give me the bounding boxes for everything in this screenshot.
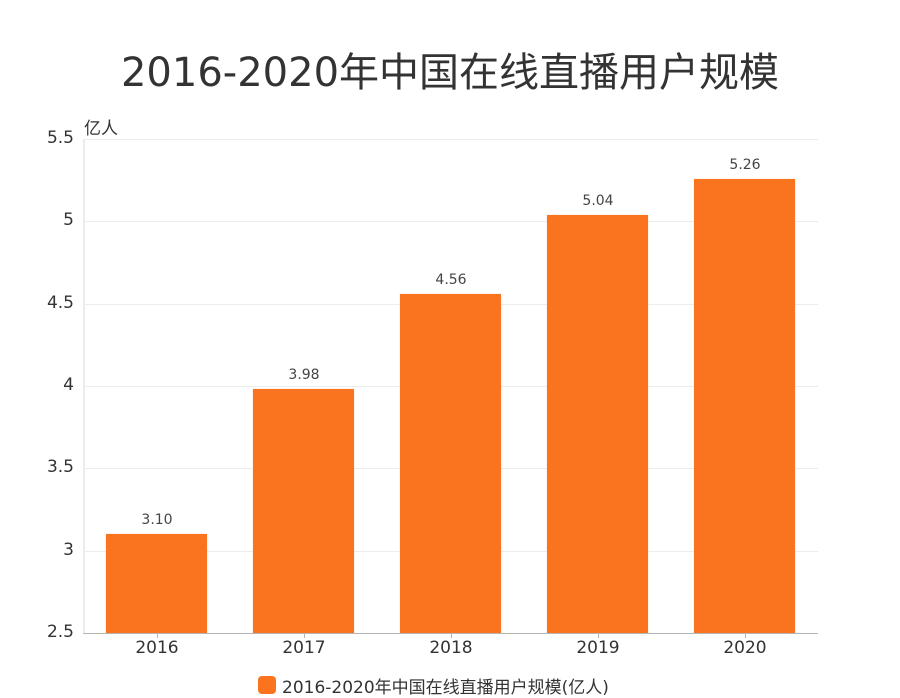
y-tick-label: 4 bbox=[63, 375, 74, 395]
bar-2019[interactable] bbox=[547, 215, 648, 633]
x-tick-mark bbox=[598, 633, 599, 638]
x-axis-line bbox=[83, 633, 818, 634]
x-tick-label: 2019 bbox=[576, 638, 620, 658]
x-tick-label: 2020 bbox=[723, 638, 767, 658]
x-tick-label: 2018 bbox=[429, 638, 473, 658]
x-tick-mark bbox=[451, 633, 452, 638]
y-axis-line bbox=[83, 139, 85, 633]
x-tick-label: 2016 bbox=[135, 638, 179, 658]
chart-title: 2016-2020年中国在线直播用户规模 bbox=[120, 50, 780, 96]
x-tick-mark bbox=[157, 633, 158, 638]
bar-2017[interactable] bbox=[253, 389, 354, 633]
bar-2020[interactable] bbox=[694, 179, 795, 633]
bar-value-label: 5.04 bbox=[582, 193, 614, 209]
y-tick-label: 5 bbox=[63, 210, 74, 230]
x-tick-mark bbox=[304, 633, 305, 638]
bar-value-label: 5.26 bbox=[729, 157, 761, 173]
x-tick-mark bbox=[745, 633, 746, 638]
gridline bbox=[83, 139, 818, 140]
x-tick-label: 2017 bbox=[282, 638, 326, 658]
legend[interactable]: 2016-2020年中国在线直播用户规模(亿人) bbox=[258, 673, 609, 698]
y-axis-unit: 亿人 bbox=[84, 119, 118, 139]
legend-label: 2016-2020年中国在线直播用户规模(亿人) bbox=[282, 677, 609, 698]
bar-2018[interactable] bbox=[400, 294, 501, 633]
legend-swatch-icon bbox=[258, 676, 276, 694]
y-tick-label: 3.5 bbox=[46, 457, 74, 477]
y-tick-label: 3 bbox=[63, 540, 74, 560]
bar-value-label: 3.98 bbox=[288, 367, 320, 383]
bar-2016[interactable] bbox=[106, 534, 207, 633]
bar-value-label: 4.56 bbox=[435, 272, 467, 288]
y-tick-label: 5.5 bbox=[46, 128, 74, 148]
bar-value-label: 3.10 bbox=[141, 512, 173, 528]
y-tick-label: 2.5 bbox=[46, 622, 74, 642]
gridline bbox=[83, 221, 818, 222]
y-tick-label: 4.5 bbox=[46, 293, 74, 313]
